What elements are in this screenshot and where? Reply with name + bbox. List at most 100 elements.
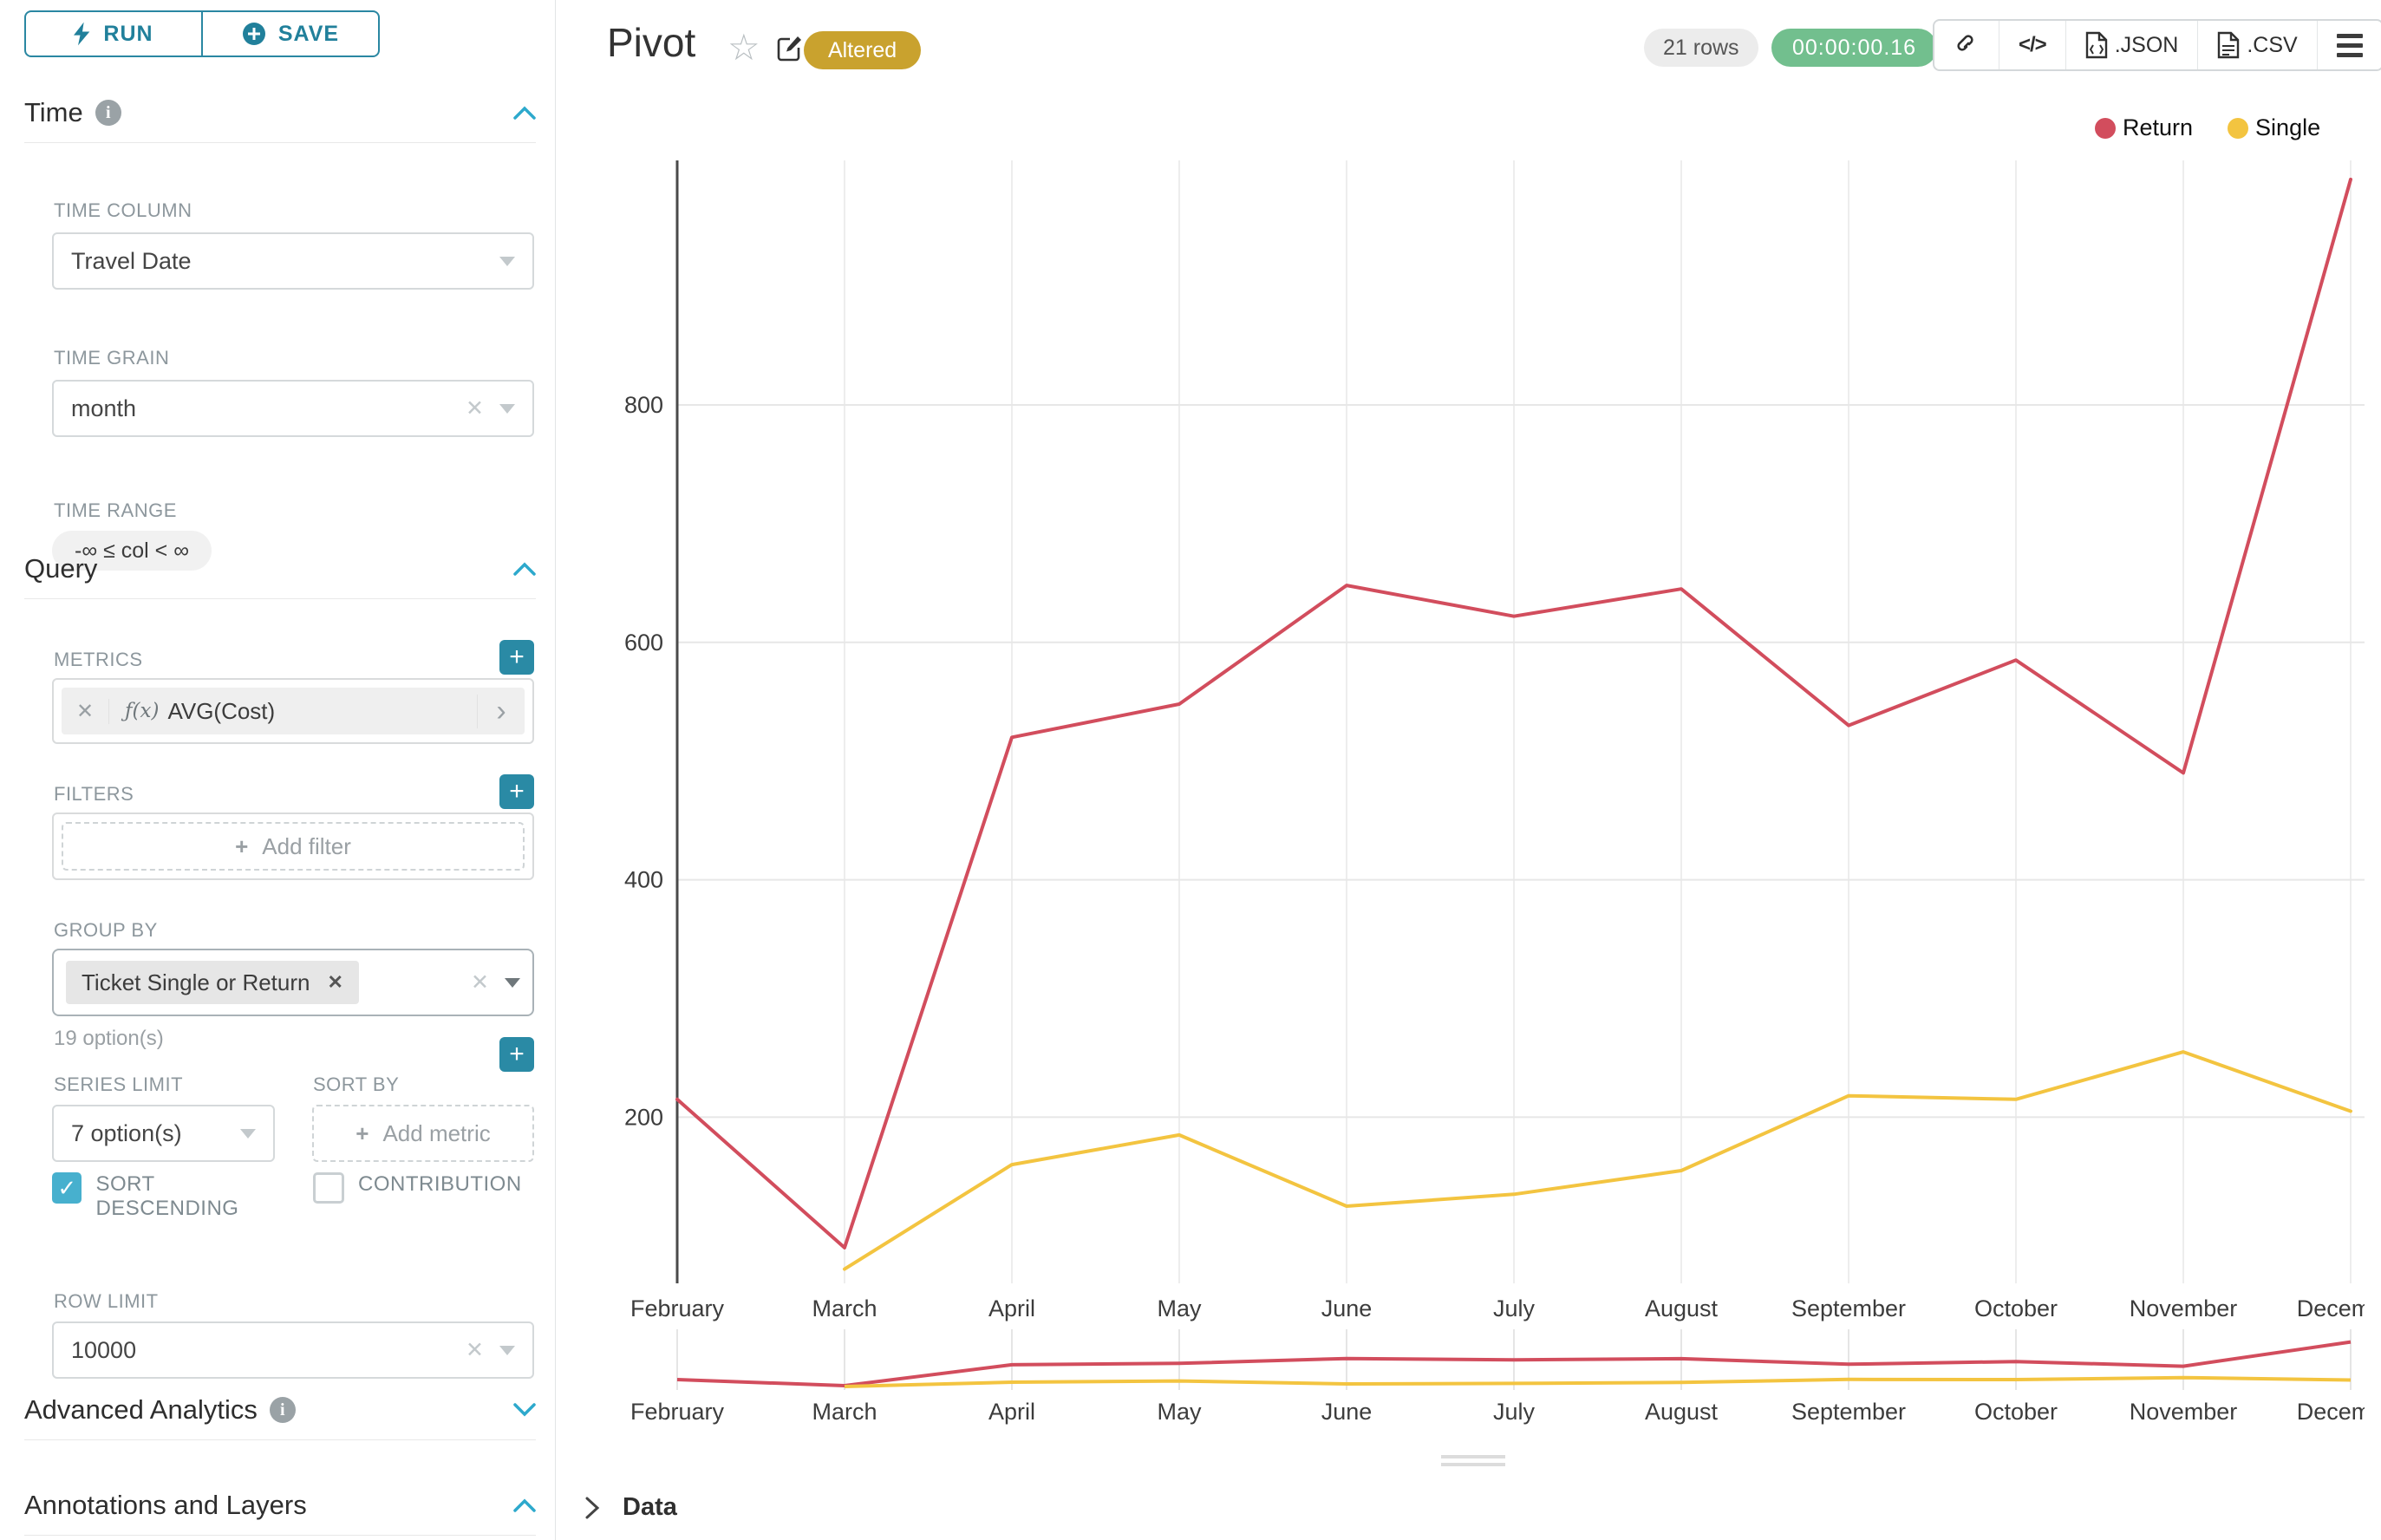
data-panel-drag-handle[interactable] <box>1441 1455 1505 1471</box>
code-icon: </> <box>2019 33 2047 56</box>
add-filter-label: Add filter <box>262 832 351 859</box>
metrics-label: METRICS <box>54 649 143 670</box>
advanced-analytics-title: Advanced Analytics <box>24 1394 258 1425</box>
svg-text:May: May <box>1157 1399 1202 1425</box>
svg-text:December: December <box>2297 1295 2365 1321</box>
group-by-hint: 19 option(s) <box>54 1027 164 1050</box>
caret-right-icon[interactable]: › <box>477 694 525 728</box>
annotations-header[interactable]: Annotations and Layers <box>24 1490 536 1536</box>
add-sort-metric-plus-button[interactable]: + <box>499 1037 534 1072</box>
share-link-button[interactable] <box>1934 21 1999 69</box>
checkbox-unchecked-icon[interactable] <box>313 1172 344 1204</box>
time-range-value: -∞ ≤ col < ∞ <box>75 538 190 563</box>
legend-item-return[interactable]: Return <box>2095 114 2193 141</box>
filters-box: + Add filter <box>52 812 534 880</box>
clear-icon[interactable]: ✕ <box>466 396 484 421</box>
export-csv-button[interactable]: .CSV <box>2198 21 2318 69</box>
caret-down-icon <box>499 403 515 414</box>
group-by-tag[interactable]: Ticket Single or Return ✕ <box>66 961 359 1004</box>
more-options-button[interactable] <box>2318 21 2381 69</box>
time-section-header[interactable]: Time i <box>24 97 536 143</box>
line-chart[interactable]: 200 400 600 800 February March April May June Jul… <box>556 147 2365 1335</box>
series-limit-label: SERIES LIMIT <box>54 1073 184 1095</box>
edit-title-icon[interactable] <box>774 33 804 67</box>
altered-badge[interactable]: Altered <box>804 31 922 69</box>
caret-down-icon <box>505 977 520 988</box>
add-metric-plus-button[interactable]: + <box>499 640 534 675</box>
contribution-control[interactable]: CONTRIBUTION <box>313 1172 556 1204</box>
save-button-label: SAVE <box>277 21 340 46</box>
svg-text:200: 200 <box>624 1104 663 1130</box>
legend-item-single[interactable]: Single <box>2228 114 2320 141</box>
sort-descending-label: SORT DESCENDING <box>95 1172 239 1220</box>
svg-text:April: April <box>988 1295 1035 1321</box>
svg-text:December: December <box>2297 1399 2365 1425</box>
svg-text:November: November <box>2130 1399 2238 1425</box>
time-range-label: TIME RANGE <box>54 499 177 521</box>
svg-text:February: February <box>630 1295 725 1321</box>
menu-icon <box>2336 33 2363 57</box>
series-limit-value: 7 option(s) <box>71 1119 182 1146</box>
chevron-down-icon[interactable] <box>513 1403 536 1417</box>
contribution-label: CONTRIBUTION <box>358 1172 522 1196</box>
group-by-select[interactable]: Ticket Single or Return ✕ ✕ <box>52 949 534 1016</box>
clear-icon[interactable]: ✕ <box>466 1338 484 1362</box>
svg-text:February: February <box>630 1399 725 1425</box>
filters-label: FILTERS <box>54 783 134 805</box>
svg-text:July: July <box>1493 1295 1536 1321</box>
time-range-pill[interactable]: -∞ ≤ col < ∞ <box>52 531 212 571</box>
export-button-group: </> .JSON .CSV <box>1933 19 2381 71</box>
svg-text:800: 800 <box>624 392 663 418</box>
row-limit-value: 10000 <box>71 1336 137 1363</box>
export-json-button[interactable]: .JSON <box>2066 21 2199 69</box>
run-save-button-group: RUN SAVE <box>24 10 380 57</box>
svg-text:October: October <box>1974 1399 2058 1425</box>
time-grain-select[interactable]: month ✕ <box>52 380 534 437</box>
run-button-label: RUN <box>103 21 153 46</box>
control-panel-sidebar: RUN SAVE Time i TIME COLUMN Travel Date … <box>0 0 556 1540</box>
legend-label-single: Single <box>2255 114 2321 140</box>
query-section-header[interactable]: Query <box>24 553 536 599</box>
chart-title: Pivot <box>607 20 696 65</box>
advanced-analytics-header[interactable]: Advanced Analytics i <box>24 1394 536 1440</box>
remove-metric-icon[interactable]: ✕ <box>62 698 109 724</box>
add-filter-button[interactable]: + Add filter <box>62 822 525 871</box>
sort-by-label: SORT BY <box>313 1073 400 1095</box>
checkbox-checked-icon[interactable]: ✓ <box>52 1172 82 1204</box>
series-limit-select[interactable]: 7 option(s) <box>52 1105 275 1162</box>
clear-icon[interactable]: ✕ <box>471 970 489 995</box>
group-by-tag-label: Ticket Single or Return <box>82 969 310 995</box>
export-json-label: .JSON <box>2114 32 2179 57</box>
time-column-select[interactable]: Travel Date <box>52 232 534 290</box>
add-sort-metric-button[interactable]: + Add metric <box>312 1105 534 1162</box>
embed-code-button[interactable]: </> <box>1999 21 2066 69</box>
svg-text:March: March <box>812 1399 877 1425</box>
time-grain-value: month <box>71 395 137 421</box>
chevron-up-icon[interactable] <box>513 562 536 576</box>
svg-text:600: 600 <box>624 630 663 656</box>
add-filter-plus-button[interactable]: + <box>499 774 534 809</box>
data-panel-label: Data <box>623 1493 677 1521</box>
metric-name: AVG(Cost) <box>167 697 276 724</box>
query-section-title: Query <box>24 553 98 584</box>
run-button[interactable]: RUN <box>26 12 203 55</box>
svg-text:October: October <box>1974 1295 2058 1321</box>
remove-tag-icon[interactable]: ✕ <box>327 971 343 993</box>
svg-text:September: September <box>1791 1399 1906 1425</box>
data-panel-toggle[interactable]: Data <box>584 1493 677 1522</box>
caret-down-icon <box>499 256 515 266</box>
sort-descending-control[interactable]: ✓ SORT DESCENDING <box>52 1172 295 1221</box>
favorite-star-icon[interactable]: ☆ <box>727 27 760 68</box>
time-section-title: Time <box>24 97 83 127</box>
metric-item[interactable]: ✕ ƒ(x) AVG(Cost) › <box>62 688 525 734</box>
chevron-up-icon[interactable] <box>513 1498 536 1512</box>
chevron-up-icon[interactable] <box>513 106 536 120</box>
plus-circle-icon <box>242 23 265 45</box>
chart-brush-minimap[interactable]: February March April May June July August Septe… <box>556 1322 2365 1435</box>
metrics-box: ✕ ƒ(x) AVG(Cost) › <box>52 678 534 744</box>
save-button[interactable]: SAVE <box>203 12 378 55</box>
lightning-icon <box>74 22 90 46</box>
row-limit-select[interactable]: 10000 ✕ <box>52 1321 534 1379</box>
chevron-right-icon <box>585 1497 600 1518</box>
legend-dot-single <box>2228 117 2249 139</box>
